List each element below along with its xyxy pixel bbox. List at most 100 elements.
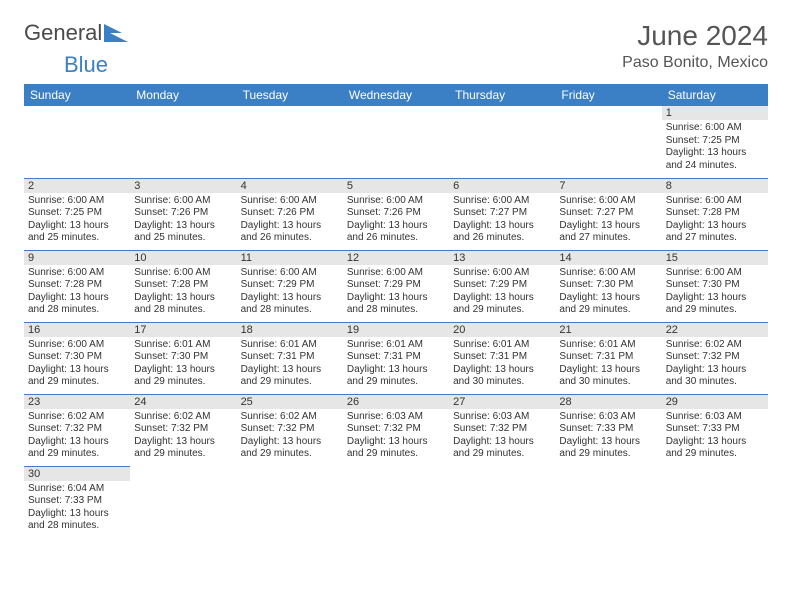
sunset-text: Sunset: 7:33 PM — [666, 423, 764, 436]
daylight-text-2: and 25 minutes. — [134, 232, 232, 245]
sunrise-text: Sunrise: 6:00 AM — [559, 195, 657, 208]
day-details: Sunrise: 6:04 AMSunset: 7:33 PMDaylight:… — [24, 481, 130, 537]
sunrise-text: Sunrise: 6:00 AM — [28, 267, 126, 280]
sunrise-text: Sunrise: 6:01 AM — [347, 339, 445, 352]
day-cell: 3Sunrise: 6:00 AMSunset: 7:26 PMDaylight… — [130, 178, 236, 250]
sunrise-text: Sunrise: 6:02 AM — [666, 339, 764, 352]
day-cell: 5Sunrise: 6:00 AMSunset: 7:26 PMDaylight… — [343, 178, 449, 250]
daylight-text-2: and 30 minutes. — [559, 376, 657, 389]
daylight-text-2: and 29 minutes. — [241, 448, 339, 461]
daylight-text-1: Daylight: 13 hours — [241, 220, 339, 233]
day-details: Sunrise: 6:00 AMSunset: 7:28 PMDaylight:… — [662, 193, 768, 249]
daylight-text-1: Daylight: 13 hours — [347, 220, 445, 233]
daylight-text-2: and 29 minutes. — [453, 304, 551, 317]
sunset-text: Sunset: 7:26 PM — [134, 207, 232, 220]
day-number: 19 — [343, 323, 449, 337]
header-row: Sunday Monday Tuesday Wednesday Thursday… — [24, 84, 768, 106]
daylight-text-1: Daylight: 13 hours — [347, 292, 445, 305]
sunrise-text: Sunrise: 6:00 AM — [28, 339, 126, 352]
sunrise-text: Sunrise: 6:00 AM — [453, 195, 551, 208]
day-cell — [555, 106, 661, 178]
day-cell: 23Sunrise: 6:02 AMSunset: 7:32 PMDayligh… — [24, 394, 130, 466]
sunrise-text: Sunrise: 6:01 AM — [559, 339, 657, 352]
sunrise-text: Sunrise: 6:01 AM — [241, 339, 339, 352]
daylight-text-2: and 25 minutes. — [28, 232, 126, 245]
sunrise-text: Sunrise: 6:02 AM — [28, 411, 126, 424]
daylight-text-1: Daylight: 13 hours — [134, 292, 232, 305]
col-saturday: Saturday — [662, 84, 768, 106]
daylight-text-2: and 28 minutes. — [28, 520, 126, 533]
day-details: Sunrise: 6:01 AMSunset: 7:31 PMDaylight:… — [237, 337, 343, 393]
day-cell: 6Sunrise: 6:00 AMSunset: 7:27 PMDaylight… — [449, 178, 555, 250]
daylight-text-1: Daylight: 13 hours — [241, 292, 339, 305]
daylight-text-1: Daylight: 13 hours — [241, 436, 339, 449]
week-row: 9Sunrise: 6:00 AMSunset: 7:28 PMDaylight… — [24, 250, 768, 322]
daylight-text-1: Daylight: 13 hours — [28, 292, 126, 305]
sunrise-text: Sunrise: 6:00 AM — [666, 195, 764, 208]
day-details: Sunrise: 6:00 AMSunset: 7:29 PMDaylight:… — [237, 265, 343, 321]
day-details: Sunrise: 6:01 AMSunset: 7:31 PMDaylight:… — [343, 337, 449, 393]
sunset-text: Sunset: 7:27 PM — [559, 207, 657, 220]
day-cell: 11Sunrise: 6:00 AMSunset: 7:29 PMDayligh… — [237, 250, 343, 322]
daylight-text-1: Daylight: 13 hours — [666, 436, 764, 449]
day-number: 18 — [237, 323, 343, 337]
sunrise-text: Sunrise: 6:01 AM — [134, 339, 232, 352]
day-number: 7 — [555, 179, 661, 193]
day-details: Sunrise: 6:03 AMSunset: 7:33 PMDaylight:… — [662, 409, 768, 465]
daylight-text-2: and 29 minutes. — [134, 448, 232, 461]
day-number: 21 — [555, 323, 661, 337]
day-cell: 20Sunrise: 6:01 AMSunset: 7:31 PMDayligh… — [449, 322, 555, 394]
sunset-text: Sunset: 7:31 PM — [241, 351, 339, 364]
daylight-text-2: and 29 minutes. — [347, 376, 445, 389]
daylight-text-1: Daylight: 13 hours — [453, 292, 551, 305]
day-cell: 4Sunrise: 6:00 AMSunset: 7:26 PMDaylight… — [237, 178, 343, 250]
sunset-text: Sunset: 7:32 PM — [241, 423, 339, 436]
day-number: 15 — [662, 251, 768, 265]
sunrise-text: Sunrise: 6:00 AM — [453, 267, 551, 280]
month-title: June 2024 — [622, 20, 768, 52]
day-number: 29 — [662, 395, 768, 409]
sunrise-text: Sunrise: 6:03 AM — [559, 411, 657, 424]
day-cell: 7Sunrise: 6:00 AMSunset: 7:27 PMDaylight… — [555, 178, 661, 250]
daylight-text-1: Daylight: 13 hours — [666, 147, 764, 160]
sunset-text: Sunset: 7:29 PM — [241, 279, 339, 292]
daylight-text-2: and 26 minutes. — [453, 232, 551, 245]
daylight-text-1: Daylight: 13 hours — [347, 436, 445, 449]
col-wednesday: Wednesday — [343, 84, 449, 106]
sunrise-text: Sunrise: 6:00 AM — [28, 195, 126, 208]
sunrise-text: Sunrise: 6:00 AM — [134, 195, 232, 208]
day-number: 11 — [237, 251, 343, 265]
calendar-body: 1Sunrise: 6:00 AMSunset: 7:25 PMDaylight… — [24, 106, 768, 538]
day-details: Sunrise: 6:00 AMSunset: 7:25 PMDaylight:… — [662, 120, 768, 176]
day-cell: 1Sunrise: 6:00 AMSunset: 7:25 PMDaylight… — [662, 106, 768, 178]
sunrise-text: Sunrise: 6:00 AM — [559, 267, 657, 280]
daylight-text-2: and 29 minutes. — [28, 376, 126, 389]
daylight-text-2: and 28 minutes. — [134, 304, 232, 317]
day-number: 30 — [24, 467, 130, 481]
sunset-text: Sunset: 7:30 PM — [134, 351, 232, 364]
sunset-text: Sunset: 7:29 PM — [453, 279, 551, 292]
day-details: Sunrise: 6:00 AMSunset: 7:26 PMDaylight:… — [343, 193, 449, 249]
sunset-text: Sunset: 7:32 PM — [666, 351, 764, 364]
day-details: Sunrise: 6:00 AMSunset: 7:30 PMDaylight:… — [662, 265, 768, 321]
logo-text-2: Blue — [64, 52, 108, 78]
col-friday: Friday — [555, 84, 661, 106]
daylight-text-2: and 28 minutes. — [28, 304, 126, 317]
daylight-text-2: and 29 minutes. — [666, 304, 764, 317]
col-monday: Monday — [130, 84, 236, 106]
daylight-text-1: Daylight: 13 hours — [559, 436, 657, 449]
day-cell: 16Sunrise: 6:00 AMSunset: 7:30 PMDayligh… — [24, 322, 130, 394]
day-cell: 22Sunrise: 6:02 AMSunset: 7:32 PMDayligh… — [662, 322, 768, 394]
day-number: 20 — [449, 323, 555, 337]
daylight-text-1: Daylight: 13 hours — [134, 364, 232, 377]
day-number: 9 — [24, 251, 130, 265]
sunset-text: Sunset: 7:31 PM — [453, 351, 551, 364]
logo-flag-icon — [104, 24, 128, 42]
daylight-text-1: Daylight: 13 hours — [28, 508, 126, 521]
day-cell: 8Sunrise: 6:00 AMSunset: 7:28 PMDaylight… — [662, 178, 768, 250]
day-cell: 15Sunrise: 6:00 AMSunset: 7:30 PMDayligh… — [662, 250, 768, 322]
day-details: Sunrise: 6:00 AMSunset: 7:26 PMDaylight:… — [130, 193, 236, 249]
day-cell — [343, 466, 449, 538]
col-sunday: Sunday — [24, 84, 130, 106]
sunrise-text: Sunrise: 6:02 AM — [241, 411, 339, 424]
